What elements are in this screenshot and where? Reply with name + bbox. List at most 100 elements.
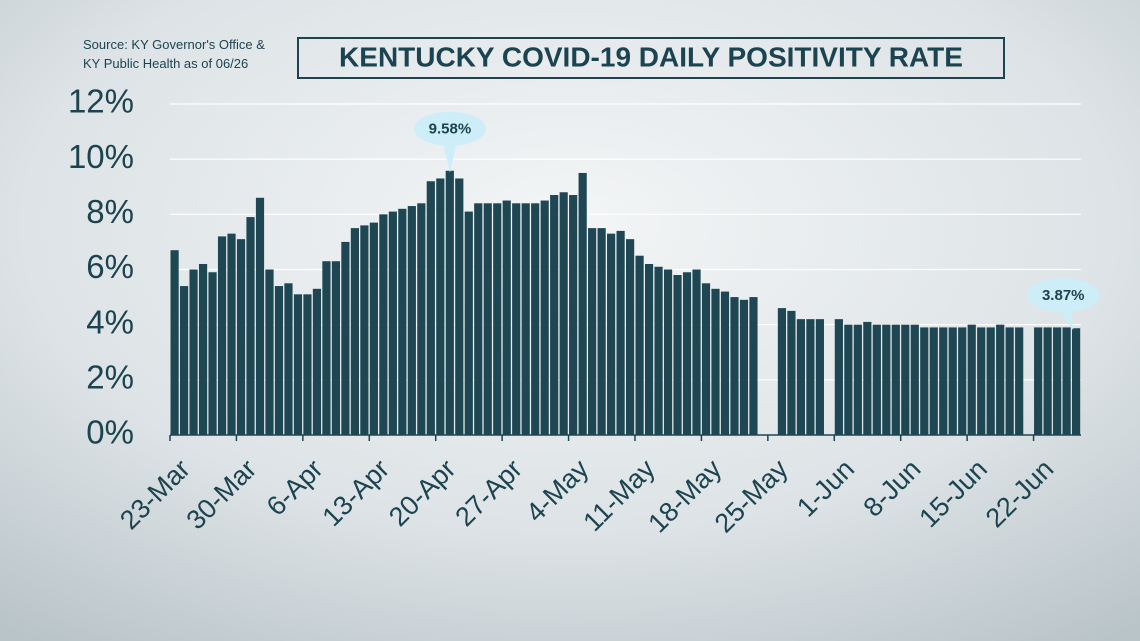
bar [701,283,711,435]
bar [369,222,378,435]
bar [644,263,654,435]
bar [474,203,483,435]
bar [986,327,995,435]
bar [673,275,682,435]
bar [863,321,872,435]
bar [293,294,303,435]
chart-title: KENTUCKY COVID-19 DAILY POSITIVITY RATE [339,41,963,72]
bar [1043,327,1052,435]
callout-bubble [413,111,486,146]
callout-pointer [441,136,458,173]
bar [958,327,967,435]
source-line: Source: KY Governor's Office & [83,37,265,52]
bar [550,195,559,435]
bar [540,200,549,435]
bar [1015,327,1024,435]
bar [616,230,625,435]
bar [312,288,322,435]
bar [303,294,312,435]
bar [948,327,957,435]
bar [521,203,530,435]
bar [939,327,948,435]
bar [407,206,416,435]
y-tick-label: 2% [86,359,134,396]
bar [882,324,891,435]
bar [483,203,492,435]
bar [331,261,341,435]
bar [341,241,350,435]
bar [967,324,976,435]
bar [654,266,663,435]
bar [588,228,597,435]
bar [512,203,521,435]
bar [711,288,720,435]
bar [626,239,635,435]
bar [777,308,787,435]
source-line: KY Public Health as of 06/26 [83,56,248,71]
bar [834,319,843,435]
bar [597,228,606,435]
value-label: 3.87% [1042,287,1085,304]
bar [635,255,644,435]
y-tick-label: 6% [86,248,134,285]
bar [189,269,198,435]
bar [607,233,616,435]
bar [464,211,473,435]
y-tick-label: 12% [68,83,134,120]
bar [739,299,749,435]
bar [246,217,255,435]
bar [398,208,407,435]
bar [1053,327,1062,435]
bar [692,269,701,435]
bar [360,225,369,435]
value-label: 9.58% [429,121,472,138]
bar [455,178,464,435]
title-box [297,37,1005,79]
bar [1034,327,1043,435]
bar [844,324,853,435]
bar [901,324,910,435]
bar [208,272,217,435]
y-tick-label: 0% [86,414,134,451]
bar [502,200,511,435]
y-tick-label: 8% [86,193,134,230]
bar [179,286,189,435]
bar [1062,327,1071,435]
bar [559,192,568,435]
bar [379,214,388,435]
bar [322,261,331,435]
y-tick-label: 4% [86,303,134,340]
bar [872,324,881,435]
bar [996,324,1005,435]
bar [274,286,284,435]
bar [977,327,986,435]
bar [569,195,578,435]
callout-bubble [1027,278,1100,313]
bar [1005,327,1014,435]
bar [255,197,265,435]
bar [170,250,179,435]
bar [426,181,435,435]
bar [749,297,758,435]
bar [787,310,796,435]
bar [578,172,587,436]
bar [815,319,824,435]
bar [531,203,540,435]
bar [265,269,274,435]
bar [284,283,293,435]
bar [436,178,445,435]
bar [198,263,208,435]
y-tick-label: 10% [68,138,134,175]
bar [929,327,938,435]
bar [853,324,862,435]
bar [920,327,929,435]
bar [217,236,227,435]
bar [663,269,673,435]
bar [236,239,246,435]
bar [796,319,806,435]
bar [445,170,454,436]
bar [720,291,730,435]
bar [682,272,692,435]
bar [910,324,919,435]
